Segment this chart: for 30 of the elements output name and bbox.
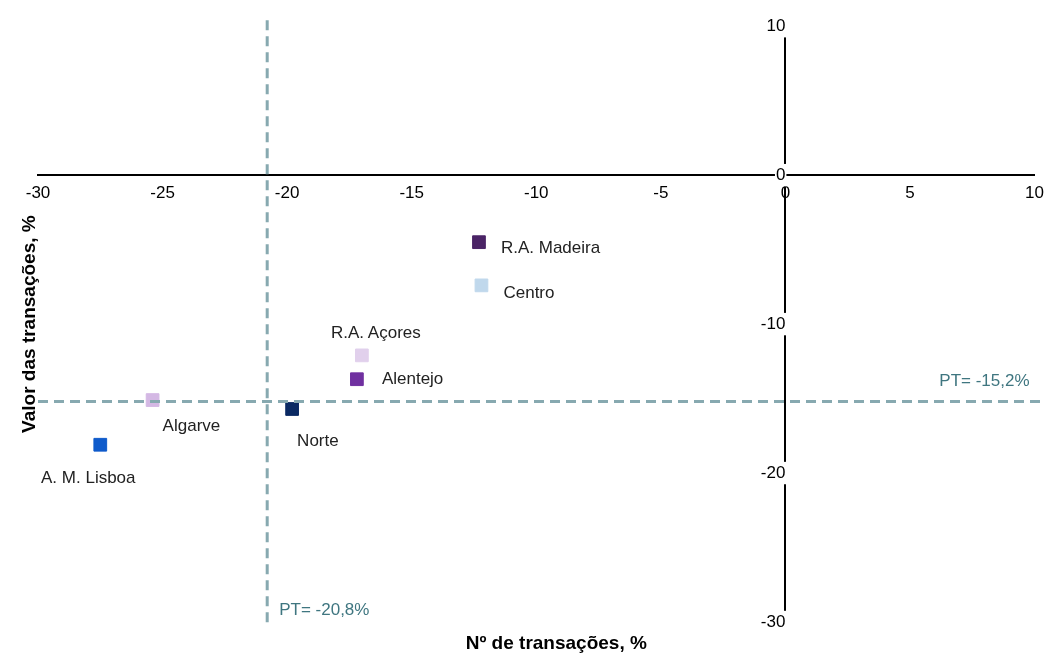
ref-line-label: PT= -15,2%: [939, 371, 1030, 391]
point: [93, 437, 108, 452]
point: [350, 372, 364, 387]
point: [355, 348, 369, 363]
x-axis-title: Nº de transações, %: [465, 632, 647, 654]
series-label: Algarve: [162, 415, 221, 435]
y-tick-label: 10: [766, 15, 786, 35]
x-tick-label: -20: [274, 183, 300, 203]
series-label: A. M. Lisboa: [41, 468, 137, 488]
x-tick-label: 5: [905, 183, 915, 203]
ref-line-label: PT= -20,8%: [279, 599, 370, 619]
point: [474, 278, 489, 293]
series-label: Norte: [297, 430, 339, 450]
x-tick-label: -25: [150, 183, 175, 203]
x-tick-label: -15: [399, 183, 424, 203]
y-tick-label: 0: [775, 164, 786, 184]
series-label: Centro: [503, 283, 555, 303]
series-label: R.A. Açores: [330, 323, 421, 343]
y-axis-title: Valor das transações, %: [18, 215, 40, 433]
y-tick-label: -10: [760, 313, 786, 333]
series-label: R.A. Madeira: [500, 237, 601, 257]
x-tick-label: -5: [653, 183, 669, 203]
point: [472, 235, 486, 250]
x-tick-label: -30: [25, 183, 51, 203]
point: [285, 402, 299, 416]
y-tick-label: -20: [760, 462, 786, 482]
x-tick-label: -10: [523, 183, 549, 203]
y-tick-label: -30: [760, 611, 786, 631]
x-tick-label: 10: [1025, 183, 1045, 203]
series-label: Alentejo: [381, 368, 444, 388]
